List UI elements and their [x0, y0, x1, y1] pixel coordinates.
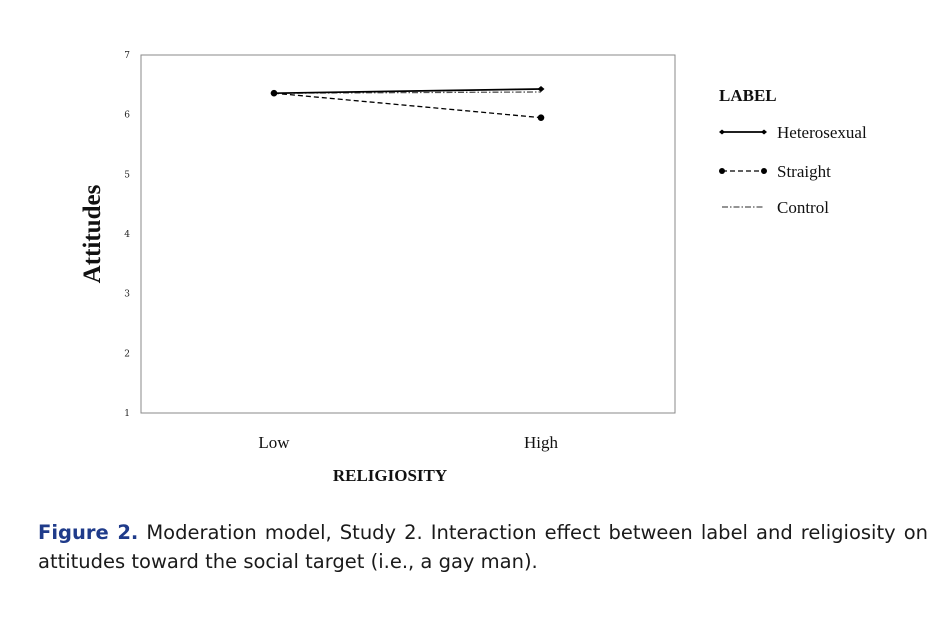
y-axis-title: Attitudes	[79, 184, 106, 283]
y-tick-label: 6	[124, 111, 130, 121]
legend-marker-heterosexual	[719, 129, 725, 135]
figure-caption: Figure 2. Moderation model, Study 2. Int…	[38, 518, 928, 576]
legend-label-straight: Straight	[777, 162, 831, 181]
y-tick-label: 7	[124, 51, 130, 61]
x-tick-label: Low	[258, 433, 290, 452]
caption-text: Moderation model, Study 2. Interaction e…	[38, 521, 928, 573]
figure-label: Figure 2.	[38, 521, 139, 544]
legend-marker-straight	[761, 168, 767, 174]
legend-label-control: Control	[777, 198, 829, 217]
series-line-heterosexual	[273, 88, 542, 95]
plot-area	[140, 54, 676, 414]
y-tick-labels: 1 2 3 4 5 6 7	[124, 51, 130, 419]
legend-marker-heterosexual	[761, 129, 767, 135]
series-line-control	[273, 91, 542, 94]
data-point-heterosexual	[537, 86, 545, 93]
y-tick-label: 1	[124, 409, 130, 419]
legend: Heterosexual Straight Control	[719, 123, 867, 217]
data-point-straight	[537, 114, 545, 121]
legend-label-heterosexual: Heterosexual	[777, 123, 867, 142]
x-category-labels: Low High	[258, 433, 558, 452]
data-point-heterosexual	[270, 90, 278, 97]
y-tick-label: 5	[124, 170, 130, 180]
y-tick-label: 2	[124, 349, 130, 359]
series-group	[270, 86, 545, 121]
x-axis-title: RELIGIOSITY	[333, 466, 447, 485]
chart: 1 2 3 4 5 6 7 Low High Attitudes RELIGIOSITY LA…	[79, 51, 867, 485]
y-tick-label: 4	[124, 230, 130, 240]
legend-marker-straight	[719, 168, 725, 174]
x-tick-label: High	[524, 433, 559, 452]
y-tick-label: 3	[124, 290, 130, 300]
series-line-straight	[273, 92, 542, 119]
legend-title: LABEL	[719, 86, 777, 105]
